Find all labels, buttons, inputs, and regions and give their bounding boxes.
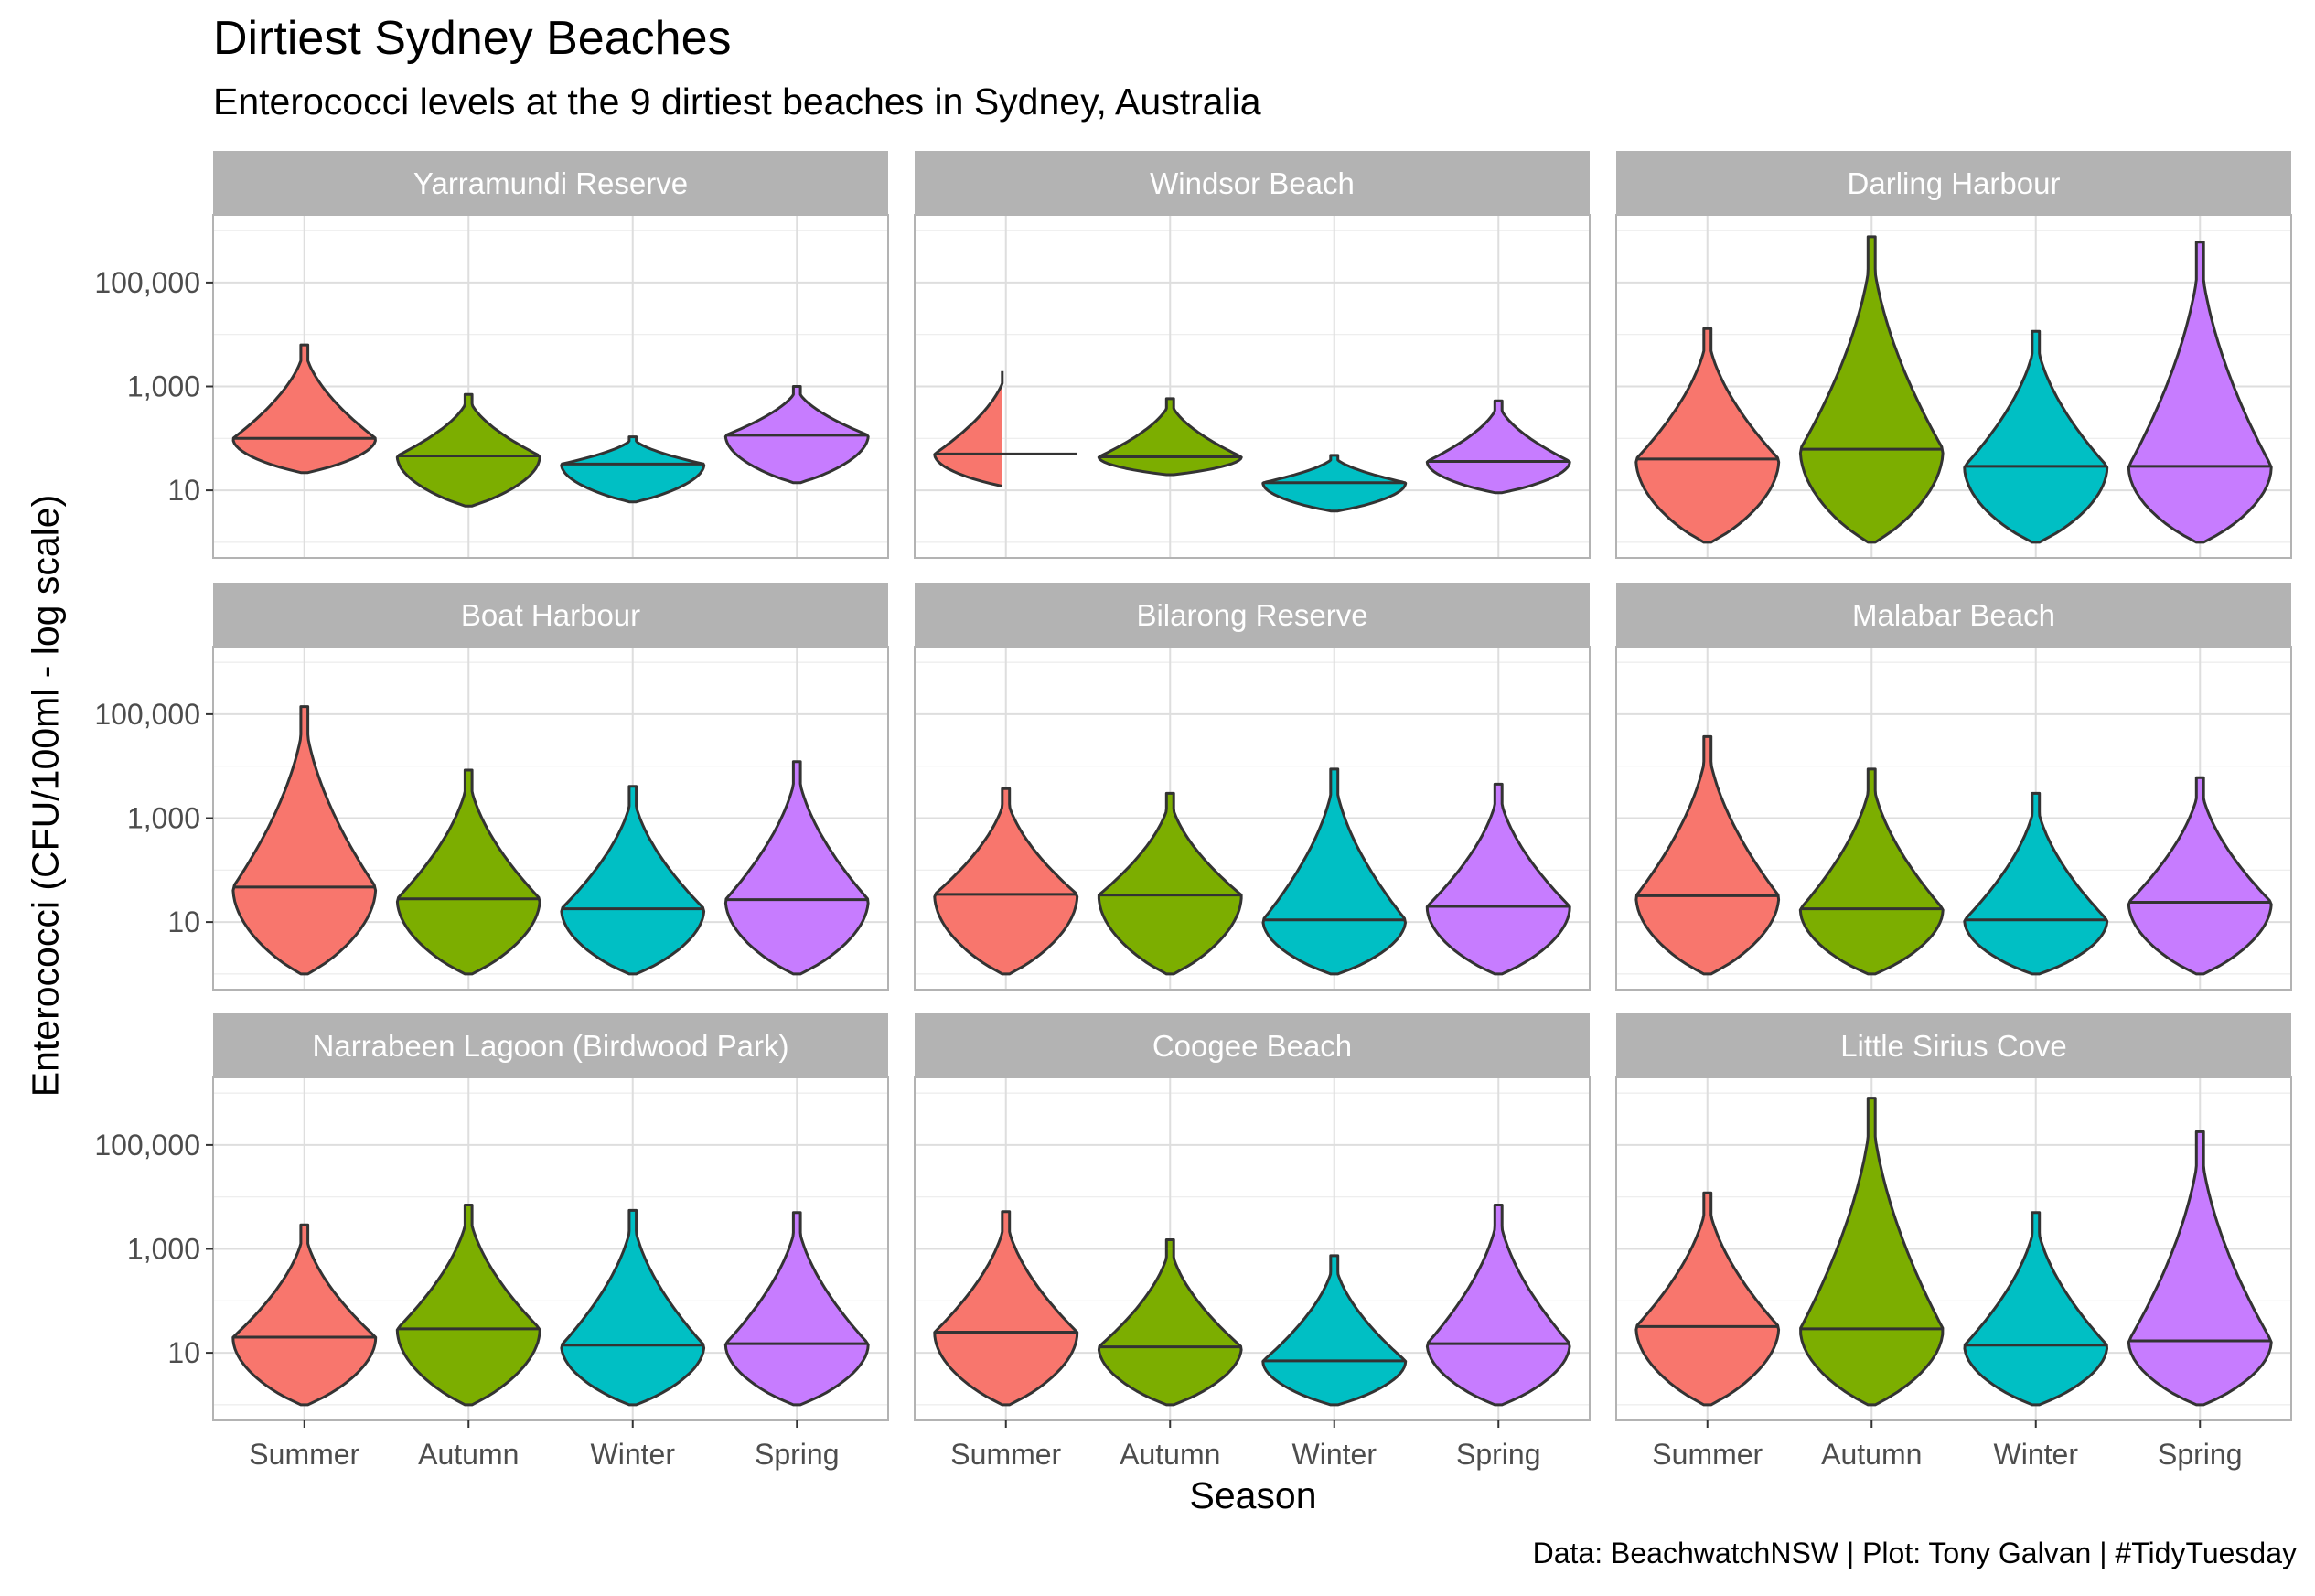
violin-summer	[231, 705, 378, 976]
violin-winter	[560, 1208, 706, 1407]
y-tick-label: 10	[167, 905, 200, 938]
facet-strip	[213, 583, 888, 647]
facet-strip	[1616, 151, 2291, 215]
facet-strip	[915, 583, 1590, 647]
panel-border	[914, 214, 1591, 559]
violin-summer	[231, 343, 377, 475]
facet-title: Narrabeen Lagoon (Birdwood Park)	[313, 1029, 789, 1063]
facet-strip	[915, 151, 1590, 215]
panel-border	[1615, 214, 2292, 559]
violin-autumn	[395, 1204, 541, 1407]
panel-border	[1615, 1076, 2292, 1421]
facet-title: Little Sirius Cove	[1840, 1029, 2067, 1063]
x-tick-label: Winter	[1292, 1438, 1377, 1471]
facet-title: Yarramundi Reserve	[413, 166, 688, 200]
violin-summer	[933, 370, 1004, 488]
y-tick-label: 10	[167, 474, 200, 507]
y-tick-label: 1,000	[127, 370, 200, 403]
x-axis-label: Season	[1189, 1474, 1317, 1516]
violin-winter	[1963, 791, 2109, 976]
violin-winter	[1261, 1254, 1408, 1407]
facet-strip	[915, 1013, 1590, 1077]
y-tick-label: 100,000	[94, 698, 200, 731]
x-tick-label: Spring	[1456, 1438, 1541, 1471]
x-tick-label: Winter	[1994, 1438, 2079, 1471]
facet-title: Windsor Beach	[1150, 166, 1355, 200]
violin-summer	[1634, 734, 1781, 976]
y-tick-label: 10	[167, 1336, 200, 1369]
violin-spring	[723, 760, 870, 976]
violin-autumn	[1097, 1238, 1243, 1407]
chart-title: Dirtiest Sydney Beaches	[213, 12, 732, 65]
y-tick-label: 1,000	[127, 802, 200, 835]
x-tick-label: Autumn	[418, 1438, 519, 1471]
violin-autumn	[1798, 235, 1945, 544]
x-tick-label: Winter	[591, 1438, 676, 1471]
x-tick-label: Spring	[2158, 1438, 2243, 1471]
violin-autumn	[395, 768, 541, 976]
violin-summer	[1634, 327, 1781, 544]
facet-strip	[1616, 1013, 2291, 1077]
violin-spring	[1425, 782, 1571, 976]
y-tick-label: 100,000	[94, 1129, 200, 1162]
violin-winter	[1963, 1211, 2108, 1407]
chart-subtitle: Enterococci levels at the 9 dirtiest bea…	[213, 80, 1261, 123]
facet-title: Malabar Beach	[1852, 598, 2055, 632]
violin-spring	[1425, 1204, 1571, 1407]
facet-title: Darling Harbour	[1848, 166, 2061, 200]
violin-autumn	[395, 392, 541, 508]
facet-title: Coogee Beach	[1152, 1029, 1352, 1063]
panel-border	[914, 1076, 1591, 1421]
facet-strip	[1616, 583, 2291, 647]
x-tick-label: Summer	[950, 1438, 1061, 1471]
violin-winter	[560, 435, 706, 504]
chart-caption: Data: BeachwatchNSW | Plot: Tony Galvan …	[1532, 1537, 2297, 1569]
violin-winter	[1963, 329, 2109, 544]
x-tick-label: Autumn	[1821, 1438, 1922, 1471]
panel-border	[1615, 646, 2292, 991]
violin-summer	[1634, 1191, 1781, 1407]
y-tick-label: 100,000	[94, 266, 200, 299]
facet-title: Bilarong Reserve	[1136, 598, 1367, 632]
violin-spring	[2127, 776, 2273, 976]
violin-spring	[2127, 1130, 2273, 1407]
violin-summer	[231, 1223, 378, 1407]
violin-summer	[933, 1210, 1079, 1407]
x-tick-label: Summer	[1652, 1438, 1763, 1471]
facet-title: Boat Harbour	[461, 598, 640, 632]
x-tick-label: Summer	[249, 1438, 359, 1471]
facet-strip	[213, 1013, 888, 1077]
panel-border	[914, 646, 1591, 991]
y-axis-label: Enterococci (CFU/100ml - log scale)	[24, 494, 67, 1098]
violin-summer	[933, 787, 1079, 976]
violin-autumn	[1097, 791, 1243, 976]
y-tick-label: 1,000	[127, 1233, 200, 1266]
violin-winter	[1261, 767, 1407, 976]
facet-strip	[213, 151, 888, 215]
x-tick-label: Autumn	[1120, 1438, 1220, 1471]
x-tick-label: Spring	[755, 1438, 840, 1471]
